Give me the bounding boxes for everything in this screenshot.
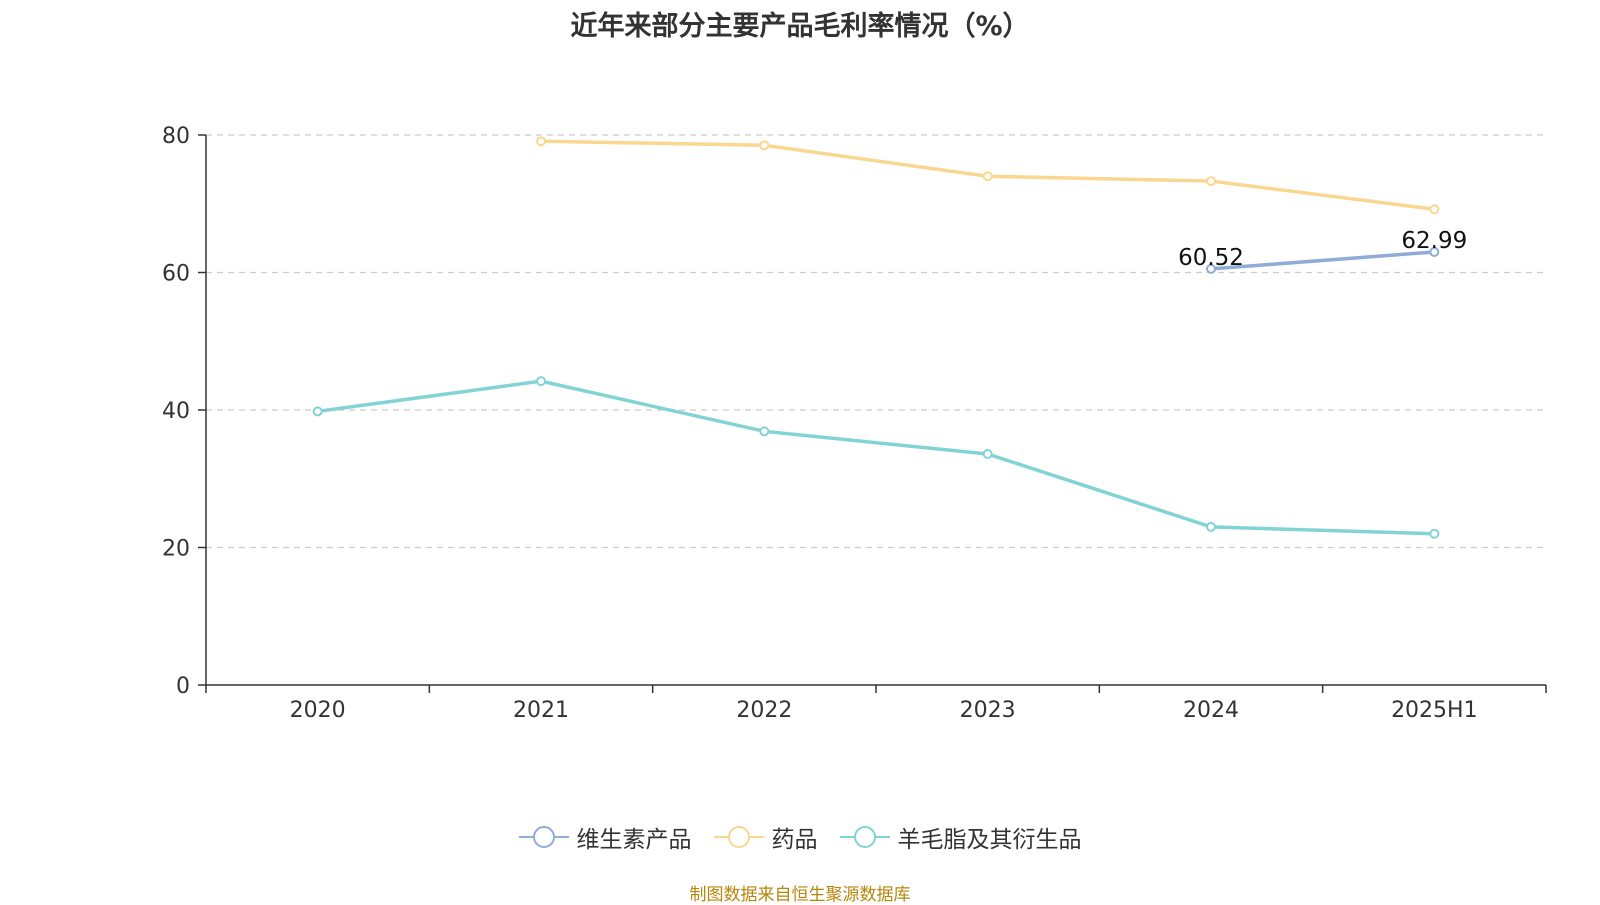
x-tick-label: 2021 (513, 698, 569, 723)
data-point (1429, 246, 1440, 257)
legend-item[interactable]: 维生素产品 (518, 820, 692, 854)
y-tick-label: 40 (162, 399, 190, 424)
data-labels: 60.52 62.99 (1178, 228, 1467, 271)
y-tick-label: 80 (162, 124, 190, 149)
data-point (1429, 528, 1440, 539)
data-point (1206, 176, 1216, 187)
data-point (1206, 521, 1216, 532)
x-tick-label: 2024 (1183, 698, 1239, 723)
x-tick-label: 2023 (960, 698, 1016, 723)
data-point (1206, 263, 1216, 274)
legend-marker-icon (518, 826, 569, 848)
x-tick-label: 2020 (290, 698, 346, 723)
data-point (759, 426, 770, 437)
data-point (982, 449, 993, 459)
legend: 维生素产品 药品 羊毛脂及其衍生品 (0, 820, 1600, 854)
series-line-2 (317, 379, 1435, 536)
axes: 0 20 40 60 80 2020 2021 2022 2023 2024 2025H1 (162, 124, 1547, 723)
x-tick-label: 2025H1 (1391, 698, 1478, 723)
legend-marker-icon (713, 826, 764, 848)
series-line-0 (1210, 250, 1435, 271)
data-point (1429, 204, 1440, 215)
grid-lines (206, 134, 1546, 549)
data-point (536, 136, 546, 147)
data-label: 62.99 (1401, 228, 1467, 254)
data-point (312, 406, 323, 417)
y-tick-label: 60 (162, 262, 190, 287)
legend-label: 药品 (771, 827, 818, 853)
data-point (982, 171, 993, 182)
legend-item[interactable]: 药品 (713, 820, 818, 854)
legend-label: 羊毛脂及其衍生品 (897, 827, 1082, 853)
y-tick-label: 0 (176, 674, 190, 699)
legend-marker-icon (839, 826, 890, 848)
x-tick-label: 2022 (736, 698, 792, 723)
chart-title: 近年来部分主要产品毛利率情况（%） (570, 11, 1030, 42)
series-lines (312, 136, 1440, 539)
legend-item[interactable]: 羊毛脂及其衍生品 (839, 820, 1082, 854)
source-note: 制图数据来自恒生聚源数据库 (689, 885, 911, 905)
data-point (536, 376, 546, 387)
legend-label: 维生素产品 (576, 827, 692, 853)
y-tick-label: 20 (162, 537, 190, 562)
data-label: 60.52 (1178, 245, 1244, 271)
data-point (759, 140, 770, 151)
